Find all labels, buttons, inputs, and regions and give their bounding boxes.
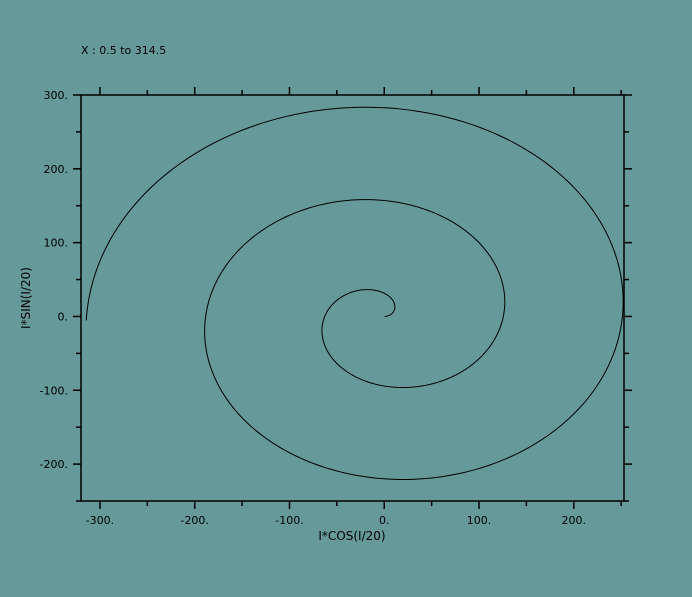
x-tick-label: 100. <box>467 514 492 527</box>
y-tick-label: 300. <box>44 89 69 102</box>
plot-frame <box>81 95 624 501</box>
chart-title: X : 0.5 to 314.5 <box>81 44 166 57</box>
axis-ticks <box>73 87 632 509</box>
x-tick-labels: -300. -200. -100. 0. 100. 200. <box>86 514 586 527</box>
y-tick-label: 0. <box>58 310 69 323</box>
x-tick-label: 200. <box>562 514 587 527</box>
y-tick-label: 200. <box>44 163 69 176</box>
y-tick-labels: -200. -100. 0. 100. 200. 300. <box>40 89 68 471</box>
x-tick-label: -100. <box>275 514 303 527</box>
x-tick-label: -300. <box>86 514 114 527</box>
x-tick-label: -200. <box>180 514 208 527</box>
y-tick-label: 100. <box>44 237 69 250</box>
y-tick-label: -100. <box>40 384 68 397</box>
y-tick-label: -200. <box>40 458 68 471</box>
x-tick-label: 0. <box>379 514 390 527</box>
x-axis-label: I*COS(I/20) <box>318 529 385 543</box>
y-axis-label: I*SIN(I/20) <box>19 267 33 329</box>
spiral-series-line <box>86 107 623 479</box>
